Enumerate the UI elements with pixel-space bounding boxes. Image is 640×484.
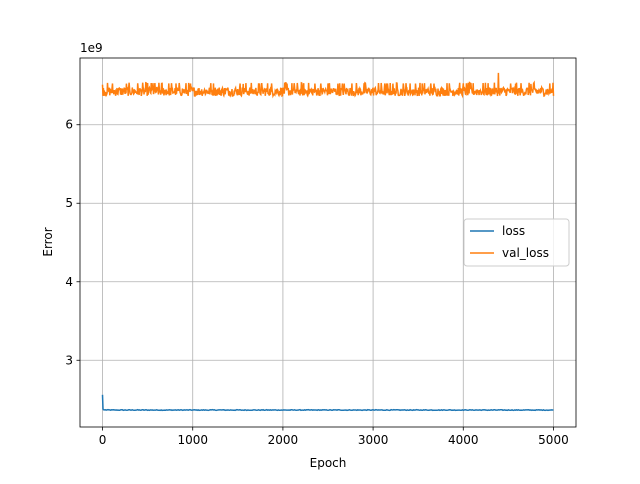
x-tick-label: 5000: [538, 433, 569, 447]
series-line-loss: [101, 394, 554, 412]
legend: loss val_loss: [463, 218, 570, 267]
y-axis-label: Error: [41, 227, 55, 256]
x-axis-label: Epoch: [310, 456, 347, 470]
series-lines: [101, 72, 555, 412]
x-tick-label: 4000: [448, 433, 479, 447]
legend-label-loss: loss: [502, 224, 525, 238]
x-tick-label: 2000: [268, 433, 299, 447]
y-tick-label: 4: [65, 275, 73, 289]
x-tick-label: 1000: [177, 433, 208, 447]
x-axis: 0 1000 2000 3000 4000 5000: [99, 427, 569, 447]
x-tick-label: 3000: [358, 433, 389, 447]
y-axis: 3 4 5 6: [65, 118, 80, 367]
y-offset-text: 1e9: [80, 41, 103, 55]
y-tick-label: 3: [65, 353, 73, 367]
y-tick-label: 5: [65, 196, 73, 210]
legend-label-val-loss: val_loss: [502, 246, 549, 260]
series-line-val-loss: [101, 72, 555, 99]
x-tick-label: 0: [99, 433, 107, 447]
y-tick-label: 6: [65, 118, 73, 132]
plot-frame: [79, 57, 577, 428]
